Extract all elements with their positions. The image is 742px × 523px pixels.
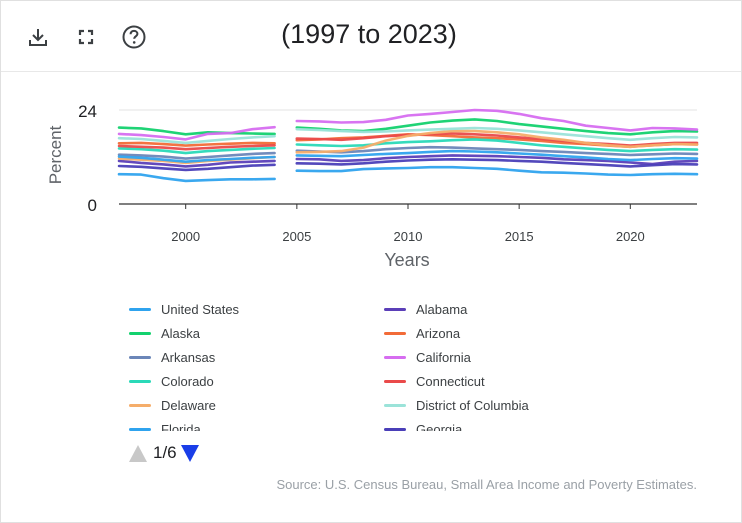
x-axis-title: Years (384, 250, 429, 270)
legend-label: Delaware (161, 397, 216, 413)
legend-item[interactable]: District of Columbia (384, 393, 529, 417)
legend-swatch (129, 307, 151, 311)
legend-swatch (129, 427, 151, 431)
legend-swatch (384, 307, 406, 311)
legend-swatch (384, 331, 406, 335)
download-button[interactable] (24, 23, 52, 51)
series-line-connecticut[interactable] (117, 144, 276, 151)
series-line-delaware[interactable] (295, 129, 699, 154)
legend-page-label: 1/6 (153, 443, 177, 462)
toolbar: (1997 to 2023) (1, 1, 741, 72)
series-line-alabama[interactable] (295, 154, 699, 166)
legend-label: Connecticut (416, 373, 485, 389)
x-tick-label: 2010 (394, 229, 423, 244)
legend-item[interactable]: Georgia (384, 417, 462, 431)
series-line-district-of-columbia[interactable] (295, 126, 699, 142)
x-tick-label: 2020 (616, 229, 645, 244)
legend-item[interactable]: Colorado (129, 369, 214, 393)
legend-item[interactable]: Arkansas (129, 345, 215, 369)
legend-item[interactable]: Alaska (129, 321, 200, 345)
chart-title: (1997 to 2023) (281, 19, 457, 49)
series-line-colorado[interactable] (295, 138, 699, 153)
source-note: Source: U.S. Census Bureau, Small Area I… (276, 477, 697, 492)
y-tick-label: 0 (88, 196, 97, 215)
series-line-arizona[interactable] (117, 141, 276, 147)
help-button[interactable] (120, 23, 148, 51)
legend-label: Alaska (161, 325, 201, 341)
y-axis-title: Percent (46, 125, 65, 184)
series-line-florida[interactable] (117, 155, 276, 163)
legend-item[interactable]: Arizona (384, 321, 460, 345)
legend-item[interactable]: Alabama (384, 297, 467, 321)
legend-label: California (416, 349, 471, 365)
fullscreen-icon (78, 29, 94, 45)
series-line-united-states[interactable] (117, 172, 276, 183)
series-line-colorado[interactable] (117, 146, 276, 155)
legend-label: Arkansas (161, 349, 216, 365)
download-icon (29, 29, 47, 46)
series-line-arkansas[interactable] (295, 145, 699, 157)
legend-item[interactable]: Florida (129, 417, 201, 431)
series-line-united-states[interactable] (295, 165, 699, 177)
legend-label: United States (161, 301, 240, 317)
line-chart: 0 24 2000 2005 2010 2015 2020 Years Percent (46, 102, 699, 270)
legend-swatch (384, 427, 406, 431)
x-tick-label: 2015 (505, 229, 534, 244)
series-line-georgia[interactable] (117, 163, 276, 172)
legend-item[interactable]: United States (129, 297, 239, 321)
series-line-district-of-columbia[interactable] (117, 134, 276, 145)
series-line-alaska[interactable] (117, 126, 276, 136)
legend-swatch (384, 379, 406, 383)
x-tick-label: 2000 (171, 229, 200, 244)
legend-swatch (129, 331, 151, 335)
legend-swatch (384, 355, 406, 359)
chart-legend: United States Alabama Alaska Arizona Arkansa… (129, 297, 569, 431)
legend-next-arrow-icon[interactable] (180, 444, 199, 462)
x-tick-label: 2005 (282, 229, 311, 244)
y-tick-label: 24 (78, 102, 97, 121)
legend-label: Arizona (416, 325, 461, 341)
series-line-california[interactable] (117, 125, 276, 141)
legend-item[interactable]: Delaware (129, 393, 216, 417)
help-icon (122, 25, 146, 49)
legend-label: Florida (161, 421, 201, 432)
legend-prev-arrow-icon[interactable] (129, 444, 147, 462)
legend-swatch (129, 379, 151, 383)
legend-swatch (129, 355, 151, 359)
legend-label: Georgia (416, 421, 463, 432)
legend-item[interactable]: California (384, 345, 471, 369)
legend-pager: 1/6 (129, 441, 199, 465)
series-line-alabama[interactable] (117, 159, 276, 168)
series-line-georgia[interactable] (295, 158, 699, 168)
legend-label: Colorado (161, 373, 214, 389)
legend-item[interactable]: Connecticut (384, 369, 485, 393)
legend-label: District of Columbia (416, 397, 529, 413)
legend-swatch (384, 403, 406, 407)
legend-swatch (129, 403, 151, 407)
series-line-california[interactable] (295, 108, 699, 132)
series-line-arkansas[interactable] (117, 151, 276, 160)
legend-label: Alabama (416, 301, 468, 317)
fullscreen-button[interactable] (72, 23, 100, 51)
series-line-florida[interactable] (295, 149, 699, 162)
